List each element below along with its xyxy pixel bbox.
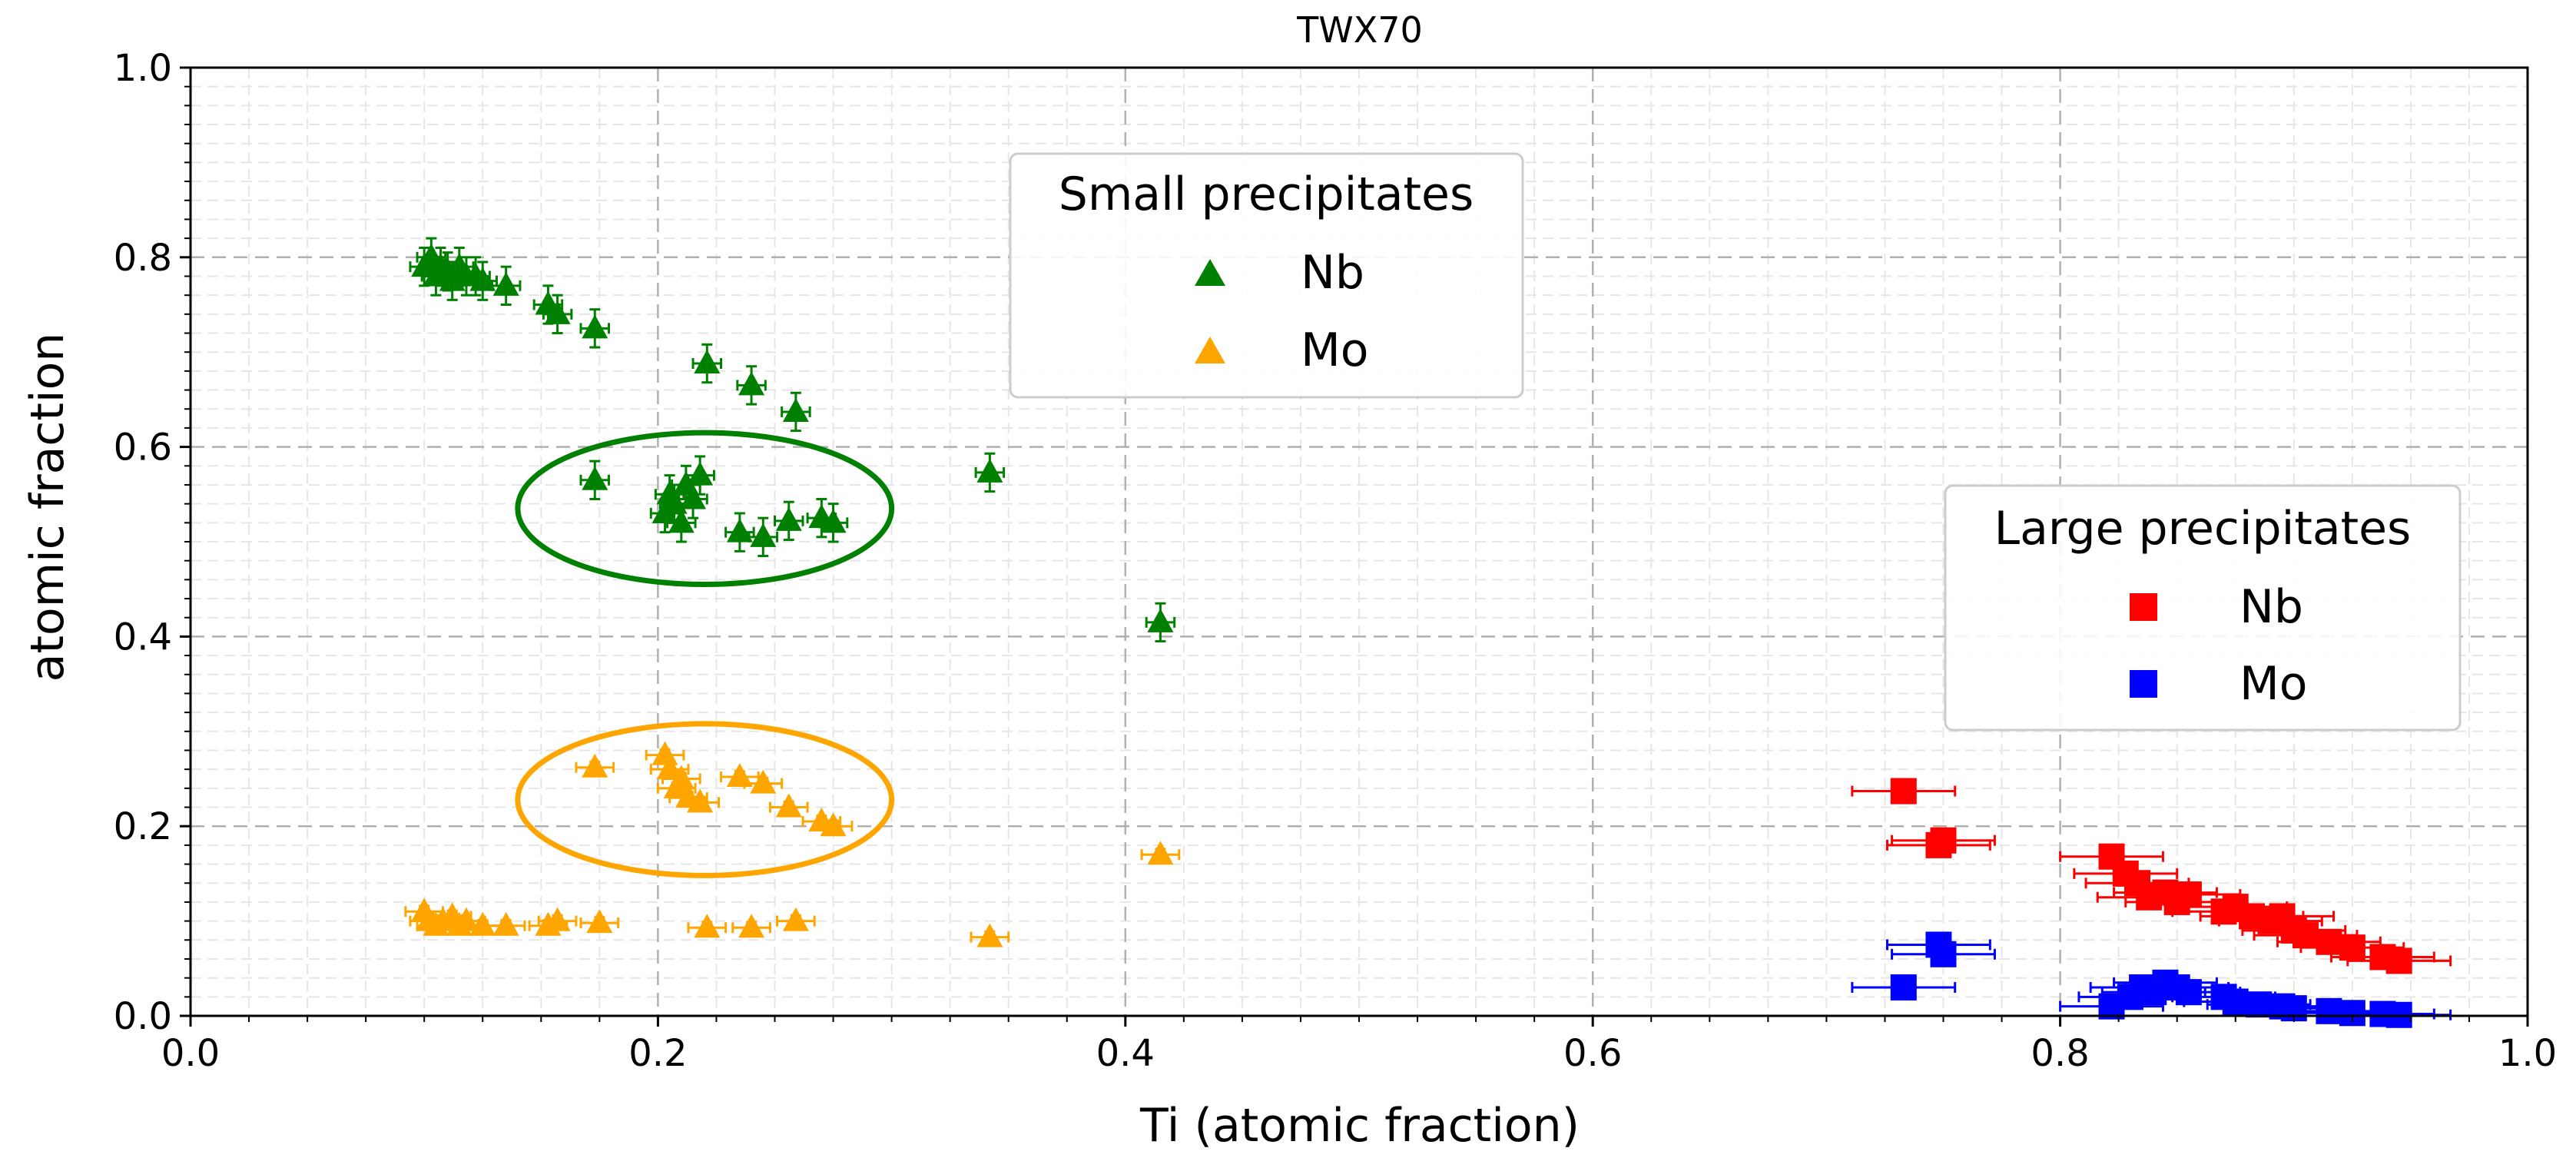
chart-title: TWX70 (1296, 9, 1423, 51)
data-point-triangle (694, 914, 721, 938)
y-tick-label: 0.4 (114, 616, 172, 659)
x-tick-label: 0.0 (161, 1032, 220, 1075)
data-point-triangle (694, 350, 721, 374)
data-point-triangle (750, 769, 777, 794)
data-point-triangle (469, 911, 496, 936)
data-point-triangle (687, 788, 714, 813)
data-point-square (1930, 827, 1957, 854)
y-tick-label: 0.0 (114, 995, 172, 1038)
data-point-triangle (469, 267, 496, 291)
legend-marker-square-red (2130, 593, 2157, 621)
data-point-square (2175, 881, 2202, 908)
x-tick-label: 0.8 (2031, 1032, 2089, 1075)
data-point-triangle (492, 911, 519, 936)
series-large-precipitates-nb (1851, 778, 2452, 974)
data-point-triangle (544, 907, 571, 931)
data-point-triangle (582, 466, 608, 490)
data-point-square (2246, 991, 2273, 1018)
data-point-square (1930, 941, 1957, 967)
cluster-ellipse (515, 430, 895, 588)
data-point-triangle (976, 923, 1003, 947)
series-small-precipitates-nb (409, 237, 1176, 643)
legend-box (1009, 152, 1524, 399)
data-point-triangle (582, 753, 608, 778)
cluster-ellipse (515, 721, 895, 878)
data-point-triangle (582, 314, 608, 339)
data-point-triangle (726, 763, 753, 788)
data-point-square (1890, 974, 1917, 1000)
data-point-triangle (492, 271, 519, 296)
legend-marker-square-blue (2130, 670, 2157, 698)
y-tick-label: 0.8 (114, 237, 172, 280)
data-point-square (2222, 988, 2249, 1015)
data-point-triangle (750, 523, 777, 547)
data-point-triangle (544, 300, 571, 324)
legend-label-nb: Nb (1301, 246, 1364, 300)
legend-large-precipitates: Large precipitates Nb Mo (1944, 484, 2462, 732)
data-point-triangle (976, 458, 1003, 483)
axis-ticks (180, 66, 2529, 1027)
data-point-square (2316, 997, 2342, 1024)
legend-label-mo: Mo (1301, 324, 1368, 377)
data-point-triangle (1147, 608, 1174, 632)
data-point-triangle (687, 461, 714, 486)
x-tick-label: 0.6 (1563, 1032, 1622, 1075)
tick-labels: 0.0 0.2 0.4 0.6 0.8 1.0 0.0 0.2 0.4 0.6 0.8 1.0 (114, 47, 2558, 1075)
data-point-triangle (726, 518, 753, 543)
annotations (515, 430, 895, 878)
x-axis-label: Ti (atomic fraction) (1139, 1099, 1580, 1153)
data-point-triangle (775, 506, 802, 531)
y-tick-label: 1.0 (114, 47, 172, 90)
legend-marker-triangle-green (1195, 259, 1225, 286)
data-point-triangle (820, 509, 847, 533)
data-point-triangle (782, 907, 809, 931)
data-point-triangle (775, 793, 802, 818)
data-point-triangle (820, 812, 847, 837)
legend-title: Small precipitates (1059, 168, 1474, 221)
data-point-triangle (680, 485, 707, 509)
legend-label-nb: Nb (2239, 580, 2303, 634)
y-axis-label: atomic fraction (21, 333, 75, 682)
data-point-square (2385, 947, 2412, 974)
series-small-precipitates-mo (404, 741, 1181, 947)
y-tick-label: 0.6 (114, 426, 172, 470)
x-tick-label: 1.0 (2498, 1032, 2557, 1075)
data-point-triangle (668, 509, 695, 533)
legend-title: Large precipitates (1994, 502, 2412, 556)
data-point-triangle (738, 371, 765, 396)
data-point-square (2293, 922, 2319, 949)
x-tick-label: 0.4 (1096, 1032, 1155, 1075)
data-point-triangle (586, 909, 613, 934)
data-point-triangle (668, 765, 695, 789)
data-point-triangle (1147, 841, 1174, 865)
data-point-square (2316, 928, 2342, 955)
legend-label-mo: Mo (2239, 657, 2307, 711)
data-point-triangle (782, 397, 809, 422)
y-tick-label: 0.2 (114, 805, 172, 848)
x-tick-label: 0.2 (628, 1032, 687, 1075)
legend-small-precipitates: Small precipitates Nb Mo (1009, 152, 1524, 399)
data-point-triangle (738, 914, 765, 938)
data-points (404, 237, 2452, 1028)
legend-marker-triangle-orange (1195, 337, 1225, 363)
data-point-square (1890, 778, 1917, 805)
legend-box (1944, 484, 2462, 732)
